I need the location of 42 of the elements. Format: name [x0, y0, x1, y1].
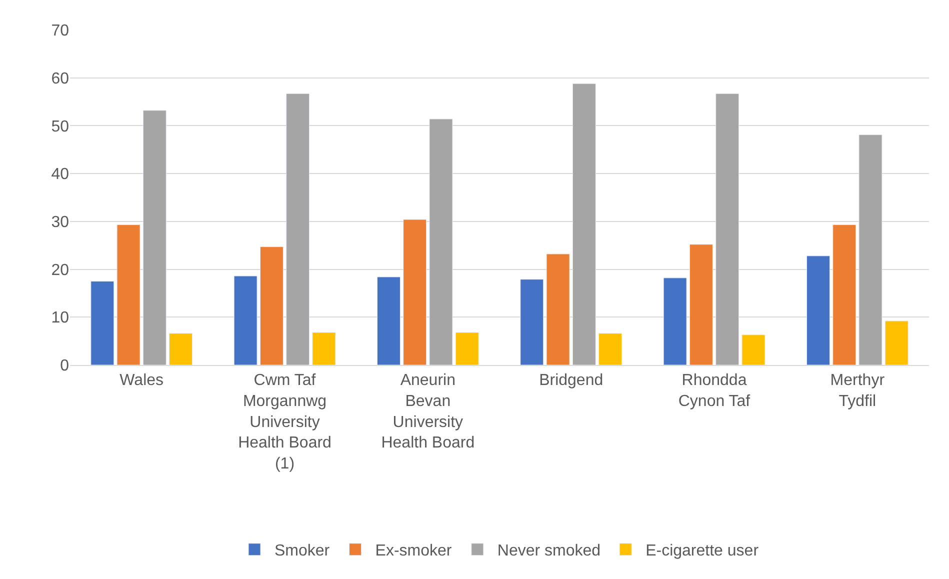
bar [546, 254, 570, 365]
x-tick-label: Bridgend [539, 372, 604, 390]
bar [689, 244, 713, 365]
y-tick-label: 50 [51, 118, 70, 136]
legend-label: Smoker [274, 542, 330, 560]
y-tick-label: 30 [51, 214, 70, 232]
x-tick-label: Merthyr Tydfil [830, 372, 886, 410]
y-tick-label: 0 [60, 358, 70, 375]
bar [716, 93, 740, 365]
legend-label: Never smoked [497, 542, 601, 560]
x-tick-label: Cwm Taf Morgannwg University Health Board (1) [238, 372, 332, 472]
bar [234, 276, 258, 365]
bar [806, 256, 830, 365]
y-tick-label: 60 [51, 70, 70, 88]
y-tick-label: 10 [51, 310, 70, 327]
bar [598, 333, 622, 365]
x-tick-label: Aneurin Bevan University Health Board [381, 372, 475, 452]
bar [429, 118, 453, 365]
x-tick-label: Rhondda Cynon Taf [678, 372, 751, 410]
bar [90, 281, 114, 365]
bar [742, 334, 766, 365]
x-tick-label: Wales [120, 372, 164, 390]
bar [116, 224, 140, 365]
legend-label: E-cigarette user [646, 542, 760, 560]
bar [572, 83, 596, 365]
bar [142, 110, 166, 365]
legend-label: Ex-smoker [375, 542, 452, 560]
y-tick-label: 70 [51, 22, 70, 40]
bar [286, 93, 310, 365]
bar [403, 219, 427, 365]
bar [260, 246, 284, 365]
bar [832, 224, 856, 365]
bar [884, 320, 908, 365]
y-tick-label: 20 [51, 262, 70, 279]
bar [169, 333, 193, 365]
y-tick-label: 40 [51, 166, 70, 184]
bar [520, 279, 544, 365]
bar [858, 134, 882, 365]
bar [455, 332, 479, 365]
bar [376, 276, 400, 365]
bar [312, 332, 336, 365]
bar [663, 278, 687, 365]
